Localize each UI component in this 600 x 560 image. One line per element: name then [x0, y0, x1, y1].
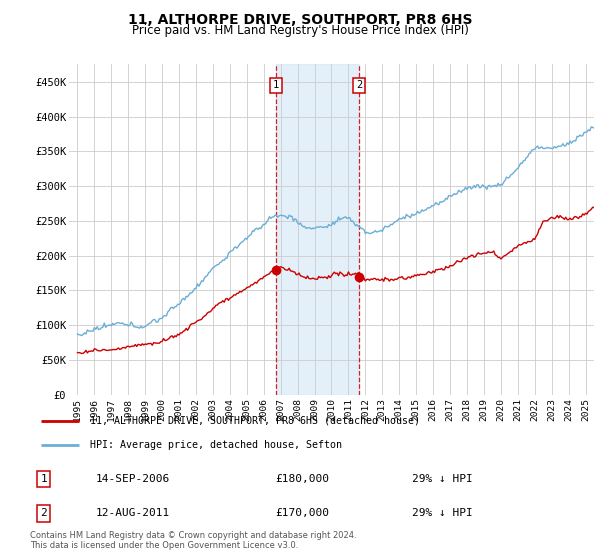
Text: 2: 2: [40, 508, 47, 519]
Text: £180,000: £180,000: [276, 474, 330, 484]
Text: £170,000: £170,000: [276, 508, 330, 519]
Text: HPI: Average price, detached house, Sefton: HPI: Average price, detached house, Seft…: [90, 440, 342, 450]
Text: 1: 1: [272, 80, 279, 90]
Bar: [276, 64, 359, 395]
Text: 2: 2: [356, 80, 362, 90]
Text: 14-SEP-2006: 14-SEP-2006: [95, 474, 170, 484]
Text: 1: 1: [40, 474, 47, 484]
Text: Price paid vs. HM Land Registry's House Price Index (HPI): Price paid vs. HM Land Registry's House …: [131, 24, 469, 38]
Text: 11, ALTHORPE DRIVE, SOUTHPORT, PR8 6HS (detached house): 11, ALTHORPE DRIVE, SOUTHPORT, PR8 6HS (…: [90, 416, 420, 426]
Text: 29% ↓ HPI: 29% ↓ HPI: [412, 508, 473, 519]
Text: 11, ALTHORPE DRIVE, SOUTHPORT, PR8 6HS: 11, ALTHORPE DRIVE, SOUTHPORT, PR8 6HS: [128, 13, 472, 27]
Text: 29% ↓ HPI: 29% ↓ HPI: [412, 474, 473, 484]
Text: Contains HM Land Registry data © Crown copyright and database right 2024.
This d: Contains HM Land Registry data © Crown c…: [30, 530, 356, 550]
Text: 12-AUG-2011: 12-AUG-2011: [95, 508, 170, 519]
